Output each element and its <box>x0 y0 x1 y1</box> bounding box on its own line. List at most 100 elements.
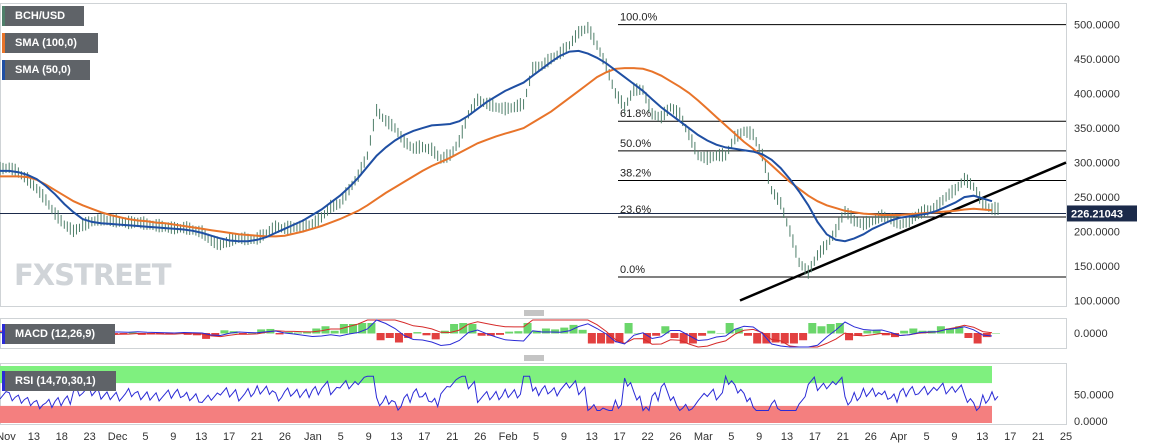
macd-hist-bar <box>560 327 569 334</box>
macd-hist-bar <box>339 324 348 334</box>
x-axis-tick-label: Dec <box>108 431 128 443</box>
x-axis-tick-label: 13 <box>976 431 988 443</box>
price-ytick-label: 150.0000 <box>1074 261 1120 273</box>
macd-hist-bar <box>523 323 532 334</box>
price-ytick-label: 450.0000 <box>1074 54 1120 66</box>
macd-hist-bar <box>670 333 679 338</box>
macd-hist-bar <box>541 328 550 334</box>
macd-hist-bar <box>817 326 826 334</box>
current-price-badge <box>1067 205 1137 222</box>
sma100-line <box>0 67 993 238</box>
x-axis-tick-label: Nov <box>0 431 16 443</box>
macd-hist-bar <box>744 333 752 336</box>
macd-hist-bar <box>477 333 486 336</box>
macd-hist-bar <box>551 329 560 334</box>
fib-level-label: 38.2% <box>620 168 651 180</box>
macd-hist-bar <box>992 333 1000 334</box>
sma50-line <box>0 49 993 243</box>
macd-hist-bar <box>973 333 982 344</box>
x-axis-tick-label: 13 <box>28 431 40 443</box>
rsi-text: RSI (14,70,30,1) <box>15 375 96 387</box>
macd-hist-bar <box>734 328 743 334</box>
macd-hist-bar <box>863 330 872 334</box>
macd-hist-bar <box>459 323 468 334</box>
macd-hist-bar <box>128 332 137 334</box>
panel-splitter-handle <box>524 310 544 316</box>
macd-hist-bar <box>303 331 312 334</box>
macd-hist-bar <box>854 333 863 336</box>
price-ytick-label: 200.0000 <box>1074 227 1120 239</box>
macd-hist-bar <box>486 333 495 336</box>
rsi-line <box>0 374 999 412</box>
symbol-swatch <box>2 6 5 26</box>
x-axis-tick-label: 21 <box>446 431 458 443</box>
macd-hist-bar <box>404 333 413 338</box>
x-axis-tick-label: 21 <box>837 431 849 443</box>
rsi-swatch <box>2 371 5 391</box>
x-axis-tick-label: 26 <box>279 431 291 443</box>
price-panel-frame <box>0 3 1067 307</box>
x-axis-tick-label: 5 <box>923 431 929 443</box>
macd-hist-bar <box>964 333 973 338</box>
macd-hist-bar <box>716 333 725 334</box>
macd-hist-bar <box>330 330 339 334</box>
fib-level-label: 50.0% <box>620 138 651 150</box>
x-axis-tick-label: 9 <box>366 431 372 443</box>
price-ytick-label: 350.0000 <box>1074 123 1120 135</box>
macd-hist-bar <box>661 326 670 334</box>
x-axis-tick-label: 13 <box>586 431 598 443</box>
sma100-swatch <box>2 33 5 53</box>
sma100-text: SMA (100,0) <box>15 37 77 49</box>
price-ytick-label: 400.0000 <box>1074 89 1120 101</box>
x-axis-tick-label: 17 <box>418 431 430 443</box>
x-axis-tick-label: 5 <box>533 431 539 443</box>
x-axis-tick-label: 18 <box>56 431 68 443</box>
macd-hist-bar <box>652 333 661 336</box>
price-ytick-label: 100.0000 <box>1074 295 1120 307</box>
fib-level-label: 61.8% <box>620 108 651 120</box>
macd-hist-bar <box>799 333 808 341</box>
x-axis-tick-label: 26 <box>669 431 681 443</box>
macd-hist-bar <box>211 333 220 337</box>
macd-hist-bar <box>780 333 789 344</box>
macd-hist-bar <box>679 333 688 344</box>
x-axis-tick-label: 13 <box>195 431 207 443</box>
x-axis-tick-label: 25 <box>1060 431 1072 443</box>
macd-hist-bar <box>835 323 844 334</box>
x-axis-tick-label: 17 <box>809 431 821 443</box>
macd-hist-bar <box>468 324 477 334</box>
x-axis-tick-label: 9 <box>951 431 957 443</box>
x-axis-tick-label: 23 <box>84 431 96 443</box>
macd-hist-bar <box>293 332 302 334</box>
fib-level-label: 0.0% <box>620 264 645 276</box>
macd-hist-bar <box>771 333 780 343</box>
macd-hist-bar <box>845 333 854 341</box>
macd-hist-bar <box>707 330 716 334</box>
symbol-label: BCH/USD <box>2 6 84 26</box>
macd-hist-bar <box>826 324 835 334</box>
x-axis-tick-label: Feb <box>499 431 518 443</box>
macd-hist-bar <box>688 333 697 344</box>
macd-hist-bar <box>642 333 651 344</box>
macd-hist-bar <box>578 329 587 334</box>
macd-hist-bar <box>394 333 403 343</box>
price-ytick-label: 300.0000 <box>1074 158 1120 170</box>
sma50-label: SMA (50,0) <box>2 60 90 80</box>
macd-hist-bar <box>220 330 229 334</box>
ascending-trendline <box>739 161 1067 302</box>
macd-text: MACD (12,26,9) <box>15 328 96 340</box>
macd-hist-bar <box>909 328 918 334</box>
macd-hist-bar <box>900 330 909 334</box>
price-ytick-label: 250.0000 <box>1074 192 1120 204</box>
x-axis-tick-label: 26 <box>474 431 486 443</box>
sma100-label: SMA (100,0) <box>2 33 98 53</box>
macd-swatch <box>2 324 5 344</box>
current-price-label: 226.21043 <box>1071 208 1123 220</box>
macd-hist-bar <box>532 330 541 334</box>
fib-level-label: 23.6% <box>620 204 651 216</box>
macd-hist-bar <box>955 326 964 334</box>
x-axis-tick-label: Jan <box>304 431 322 443</box>
x-axis-tick-label: 9 <box>756 431 762 443</box>
x-axis-tick-label: 17 <box>1004 431 1016 443</box>
